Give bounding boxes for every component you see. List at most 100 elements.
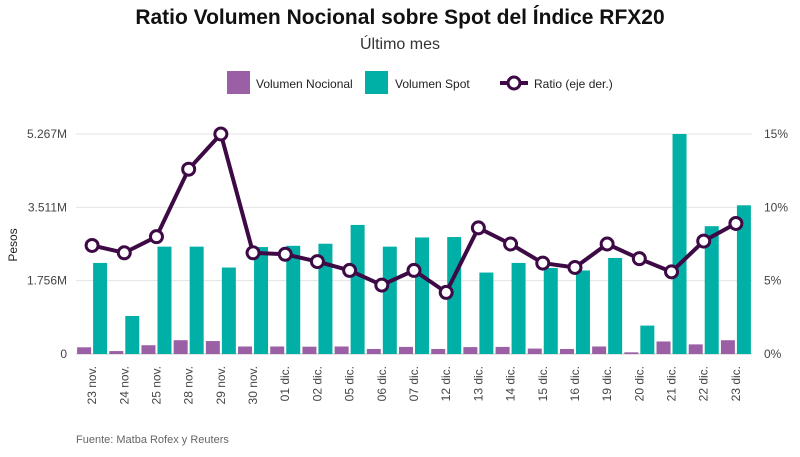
bar-volumen-nocional: [624, 352, 639, 354]
ratio-point: [470, 220, 486, 236]
ratio-point: [438, 284, 454, 300]
y-right-tick-label: 10%: [764, 200, 788, 214]
bar-volumen-nocional: [431, 348, 446, 354]
ratio-point: [728, 215, 744, 231]
ratio-point: [277, 246, 293, 262]
ratio-point: [374, 277, 390, 293]
ratio-point: [535, 255, 551, 271]
y-axis-right: 0% 5% 10% 15%: [764, 127, 788, 361]
x-tick-label: 15 dic.: [536, 366, 550, 401]
bar-volumen-spot: [415, 237, 429, 354]
y-right-tick-label: 5%: [764, 274, 782, 288]
x-tick-label: 05 dic.: [343, 366, 357, 401]
x-tick-label: 23 dic.: [729, 366, 743, 401]
bar-volumen-spot: [125, 315, 140, 354]
ratio-point: [116, 245, 132, 261]
bar-volumen-spot: [221, 267, 236, 354]
ratio-point: [696, 233, 712, 249]
legend-label-spot: Volumen Spot: [395, 77, 470, 91]
bar-volumen-spot: [575, 270, 590, 354]
x-tick-label: 25 nov.: [149, 366, 163, 404]
bar-volumen-spot: [189, 246, 204, 354]
y-axis-title: Pesos: [6, 228, 20, 261]
bar-volumen-spot: [672, 134, 687, 354]
y-left-tick-label: 1.756M: [27, 274, 67, 288]
bar-volumen-nocional: [592, 346, 607, 354]
ratio-point: [503, 236, 519, 252]
bar-volumen-spot: [543, 267, 558, 354]
bar-volumen-nocional: [463, 347, 478, 354]
bar-volumen-nocional: [656, 341, 671, 354]
bar-volumen-nocional: [77, 347, 92, 354]
legend-swatch-spot: [365, 71, 388, 94]
bar-volumen-spot: [254, 247, 269, 354]
x-tick-label: 13 dic.: [471, 366, 485, 401]
bar-volumen-spot: [511, 262, 526, 354]
ratio-point: [406, 262, 422, 278]
y-left-tick-label: 5.267M: [27, 127, 67, 141]
bar-volumen-spot: [93, 262, 108, 354]
legend-label-nocional: Volumen Nocional: [256, 77, 353, 91]
bar-volumen-spot: [157, 246, 172, 354]
legend-label-ratio: Ratio (eje der.): [534, 77, 613, 91]
y-axis-left: 0 1.756M 3.511M 5.267M: [27, 127, 67, 361]
bar-volumen-spot: [479, 272, 494, 354]
bar-volumen-spot: [350, 224, 365, 354]
legend-swatch-nocional: [227, 71, 250, 94]
chart-subtitle: Último mes: [359, 36, 440, 53]
x-tick-label: 16 dic.: [568, 366, 582, 401]
ratio-point: [567, 259, 583, 275]
legend-marker-ratio: [506, 75, 522, 91]
bar-volumen-spot: [704, 226, 719, 354]
x-tick-label: 29 nov.: [214, 366, 228, 404]
bar-volumen-spot: [640, 325, 655, 354]
gridlines: [76, 133, 752, 355]
ratio-point: [245, 245, 261, 261]
bar-volumen-nocional: [688, 344, 703, 354]
x-tick-label: 14 dic.: [504, 366, 518, 401]
ratio-point: [181, 161, 197, 177]
x-tick-label: 01 dic.: [278, 366, 292, 401]
ratio-point: [664, 264, 680, 280]
ratio-point: [342, 262, 358, 278]
y-left-tick-label: 3.511M: [28, 200, 67, 214]
bar-volumen-spot: [318, 243, 333, 354]
source-note: Fuente: Matba Rofex y Reuters: [76, 434, 229, 446]
bars: [77, 134, 751, 354]
x-tick-label: 12 dic.: [439, 366, 453, 401]
y-left-tick-label: 0: [60, 347, 67, 361]
chart-title: Ratio Volumen Nocional sobre Spot del Ín…: [135, 6, 665, 29]
y-right-tick-label: 0%: [764, 347, 782, 361]
ratio-line: [84, 126, 744, 300]
bar-volumen-spot: [736, 205, 751, 354]
bar-volumen-nocional: [366, 348, 381, 354]
ratio-point: [309, 254, 325, 270]
bar-volumen-nocional: [495, 346, 510, 354]
bar-volumen-nocional: [302, 346, 317, 354]
legend: Volumen Nocional Volumen Spot Ratio (eje…: [227, 71, 613, 94]
bar-volumen-nocional: [238, 346, 253, 354]
x-tick-label: 30 nov.: [246, 366, 260, 404]
x-axis: 23 nov. 24 nov. 25 nov. 28 nov. 29 nov. 30 no…: [85, 366, 743, 404]
bar-volumen-spot: [608, 257, 623, 354]
bar-volumen-nocional: [334, 346, 349, 354]
x-tick-label: 07 dic.: [407, 366, 421, 401]
x-tick-label: 22 dic.: [697, 366, 711, 401]
x-tick-label: 21 dic.: [665, 366, 679, 401]
x-tick-label: 20 dic.: [632, 366, 646, 401]
ratio-point: [84, 237, 100, 253]
bar-volumen-nocional: [559, 348, 574, 354]
bar-volumen-nocional: [720, 340, 735, 354]
x-tick-label: 02 dic.: [310, 366, 324, 401]
bar-volumen-nocional: [205, 341, 220, 354]
bar-volumen-nocional: [527, 348, 542, 354]
x-tick-label: 24 nov.: [117, 366, 131, 404]
bar-volumen-spot: [382, 246, 397, 354]
x-tick-label: 28 nov.: [182, 366, 196, 404]
bar-volumen-spot: [286, 245, 301, 354]
ratio-point: [213, 126, 229, 142]
bar-volumen-nocional: [399, 346, 413, 354]
x-tick-label: 06 dic.: [375, 366, 389, 401]
bar-volumen-nocional: [173, 340, 188, 354]
